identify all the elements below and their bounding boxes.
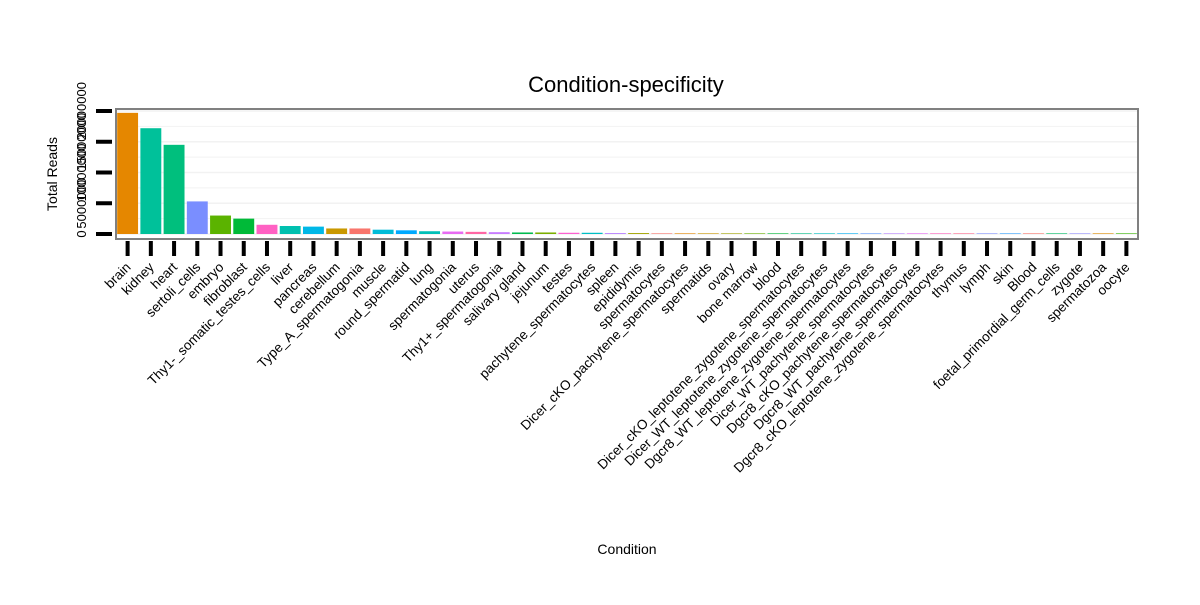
bar-pancreas xyxy=(302,226,324,234)
bar-heart xyxy=(163,144,185,234)
bar-Thy1+_spermatogonia xyxy=(488,232,510,234)
bar-cerebellum xyxy=(326,228,348,234)
plot-panel xyxy=(116,109,1138,239)
bar-uterus xyxy=(465,231,487,234)
bar-kidney xyxy=(140,128,162,234)
y-tick-label: 5000000 xyxy=(74,178,89,229)
bar-spermatogonia xyxy=(442,231,464,234)
bar-testes xyxy=(558,232,580,234)
bar-Blood xyxy=(1023,233,1044,234)
bar-spermatids xyxy=(697,233,719,234)
bar-Dicer_WT_pachytene_spermatocytes xyxy=(860,233,882,234)
y-tick-label: 10000000 xyxy=(74,144,89,202)
y-tick-label: 0 xyxy=(74,230,89,237)
bar-Dgcr8_cKO_pachytene_spermatocytes xyxy=(883,233,905,234)
bar-zygote xyxy=(1069,233,1091,234)
bar-ovary xyxy=(721,233,742,234)
bar-bone marrow xyxy=(744,233,766,234)
bar-salivary gland xyxy=(512,232,533,234)
bar-spleen xyxy=(604,233,626,234)
bar-thymus xyxy=(953,233,975,234)
bar-brain xyxy=(117,112,139,234)
bar-foetal_primordial_germ_cells xyxy=(1046,233,1068,234)
chart-title: Condition-specificity xyxy=(528,72,724,97)
plot-border xyxy=(115,108,1139,240)
y-tick-label: 20000000 xyxy=(74,82,89,140)
bar-muscle xyxy=(372,229,394,234)
bars xyxy=(117,112,1137,234)
bar-Dgcr8_WT_leptotene_zygotene_spermatocytes xyxy=(837,233,859,234)
bar-lymph xyxy=(976,233,998,234)
bar-fibroblast xyxy=(233,218,255,234)
bar-Dgcr8_WT_pachytene_spermatocytes xyxy=(906,233,928,234)
bar-lung xyxy=(419,231,441,234)
bar-Thy1-_somatic_testes_cells xyxy=(256,224,278,234)
bar-oocyte xyxy=(1115,233,1137,234)
bar-epididymis xyxy=(628,233,650,234)
x-axis-label: Condition xyxy=(597,541,656,557)
bar-liver xyxy=(279,226,301,234)
bar-sertoli_cells xyxy=(186,201,208,234)
bar-spermatocytes xyxy=(651,233,673,234)
bar-round_spermatid xyxy=(395,230,417,234)
bar-spermatozoa xyxy=(1092,233,1114,234)
bar-jejunum xyxy=(535,232,557,234)
bar-Type_A_spermatogonia xyxy=(349,228,371,234)
bar-skin xyxy=(999,233,1021,234)
x-axis: brainkidneyheartsertoli_cellsembryofibro… xyxy=(102,241,1133,475)
y-axis-label: Total Reads xyxy=(44,137,60,211)
bar-Dgcr8_cKO_leptotene_zygotene_spermatocytes xyxy=(930,233,952,234)
bar-pachytene_spermatocytes xyxy=(581,232,603,234)
bar-embryo xyxy=(210,215,231,234)
y-tick-label: 15000000 xyxy=(74,113,89,171)
bar-blood xyxy=(767,233,789,234)
bar-Dicer_cKO_leptotene_zygotene_spermatocytes xyxy=(790,233,812,234)
bar-Dicer_cKO_pachytene_spermatocytes xyxy=(674,233,696,234)
bar-Dicer_WT_leptotene_zygotene_spermatocytes xyxy=(813,233,835,234)
